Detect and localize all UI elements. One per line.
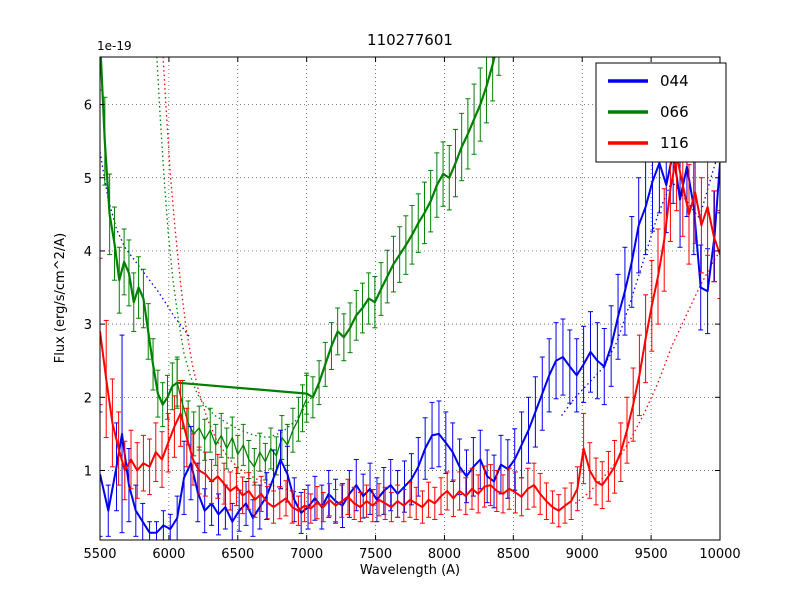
y-offset-text: 1e-19	[97, 39, 132, 53]
legend: 044 066 116	[595, 62, 727, 163]
y-axis-label: Flux (erg/s/cm^2/A)	[53, 233, 68, 363]
x-axis-label: Wavelength (A)	[360, 563, 460, 578]
x-tick-label: 7000	[290, 547, 323, 562]
y-tick-label: 4	[84, 245, 92, 260]
x-tick-label: 9000	[566, 547, 599, 562]
x-tick-label: 7500	[359, 547, 392, 562]
series-layer	[100, 57, 720, 540]
series-066	[100, 57, 502, 428]
series-116-dotted-right	[574, 250, 720, 504]
axes-border	[99, 56, 721, 541]
series-116	[100, 100, 720, 528]
plot-canvas: 5500 6000 6500 7000 7500 8000 8500 9000 9500 1000…	[83, 56, 741, 562]
y-tick-label: 3	[84, 318, 92, 333]
x-tick-label: 6000	[152, 547, 185, 562]
x-tick-label: 10000	[699, 547, 740, 562]
series-116-dotted-left	[162, 57, 299, 494]
y-tick-label: 6	[84, 99, 92, 114]
x-tick-label: 5500	[83, 547, 116, 562]
x-tick-label: 8000	[428, 547, 461, 562]
series-044-dotted-right	[561, 148, 720, 416]
legend-label: 066	[660, 103, 689, 121]
series-066-fine	[174, 356, 310, 486]
series-044	[100, 100, 720, 540]
y-tick-label: 5	[84, 172, 92, 187]
y-tick-label: 2	[84, 391, 92, 406]
y-tick-label: 1	[84, 464, 92, 479]
ticks: 5500 6000 6500 7000 7500 8000 8500 9000 9500 1000…	[83, 57, 741, 562]
x-tick-label: 9500	[635, 547, 668, 562]
legend-label: 116	[660, 134, 689, 152]
x-tick-label: 8500	[497, 547, 530, 562]
chart-title: 110277601	[367, 31, 453, 49]
legend-label: 044	[660, 72, 689, 90]
x-tick-label: 6500	[221, 547, 254, 562]
